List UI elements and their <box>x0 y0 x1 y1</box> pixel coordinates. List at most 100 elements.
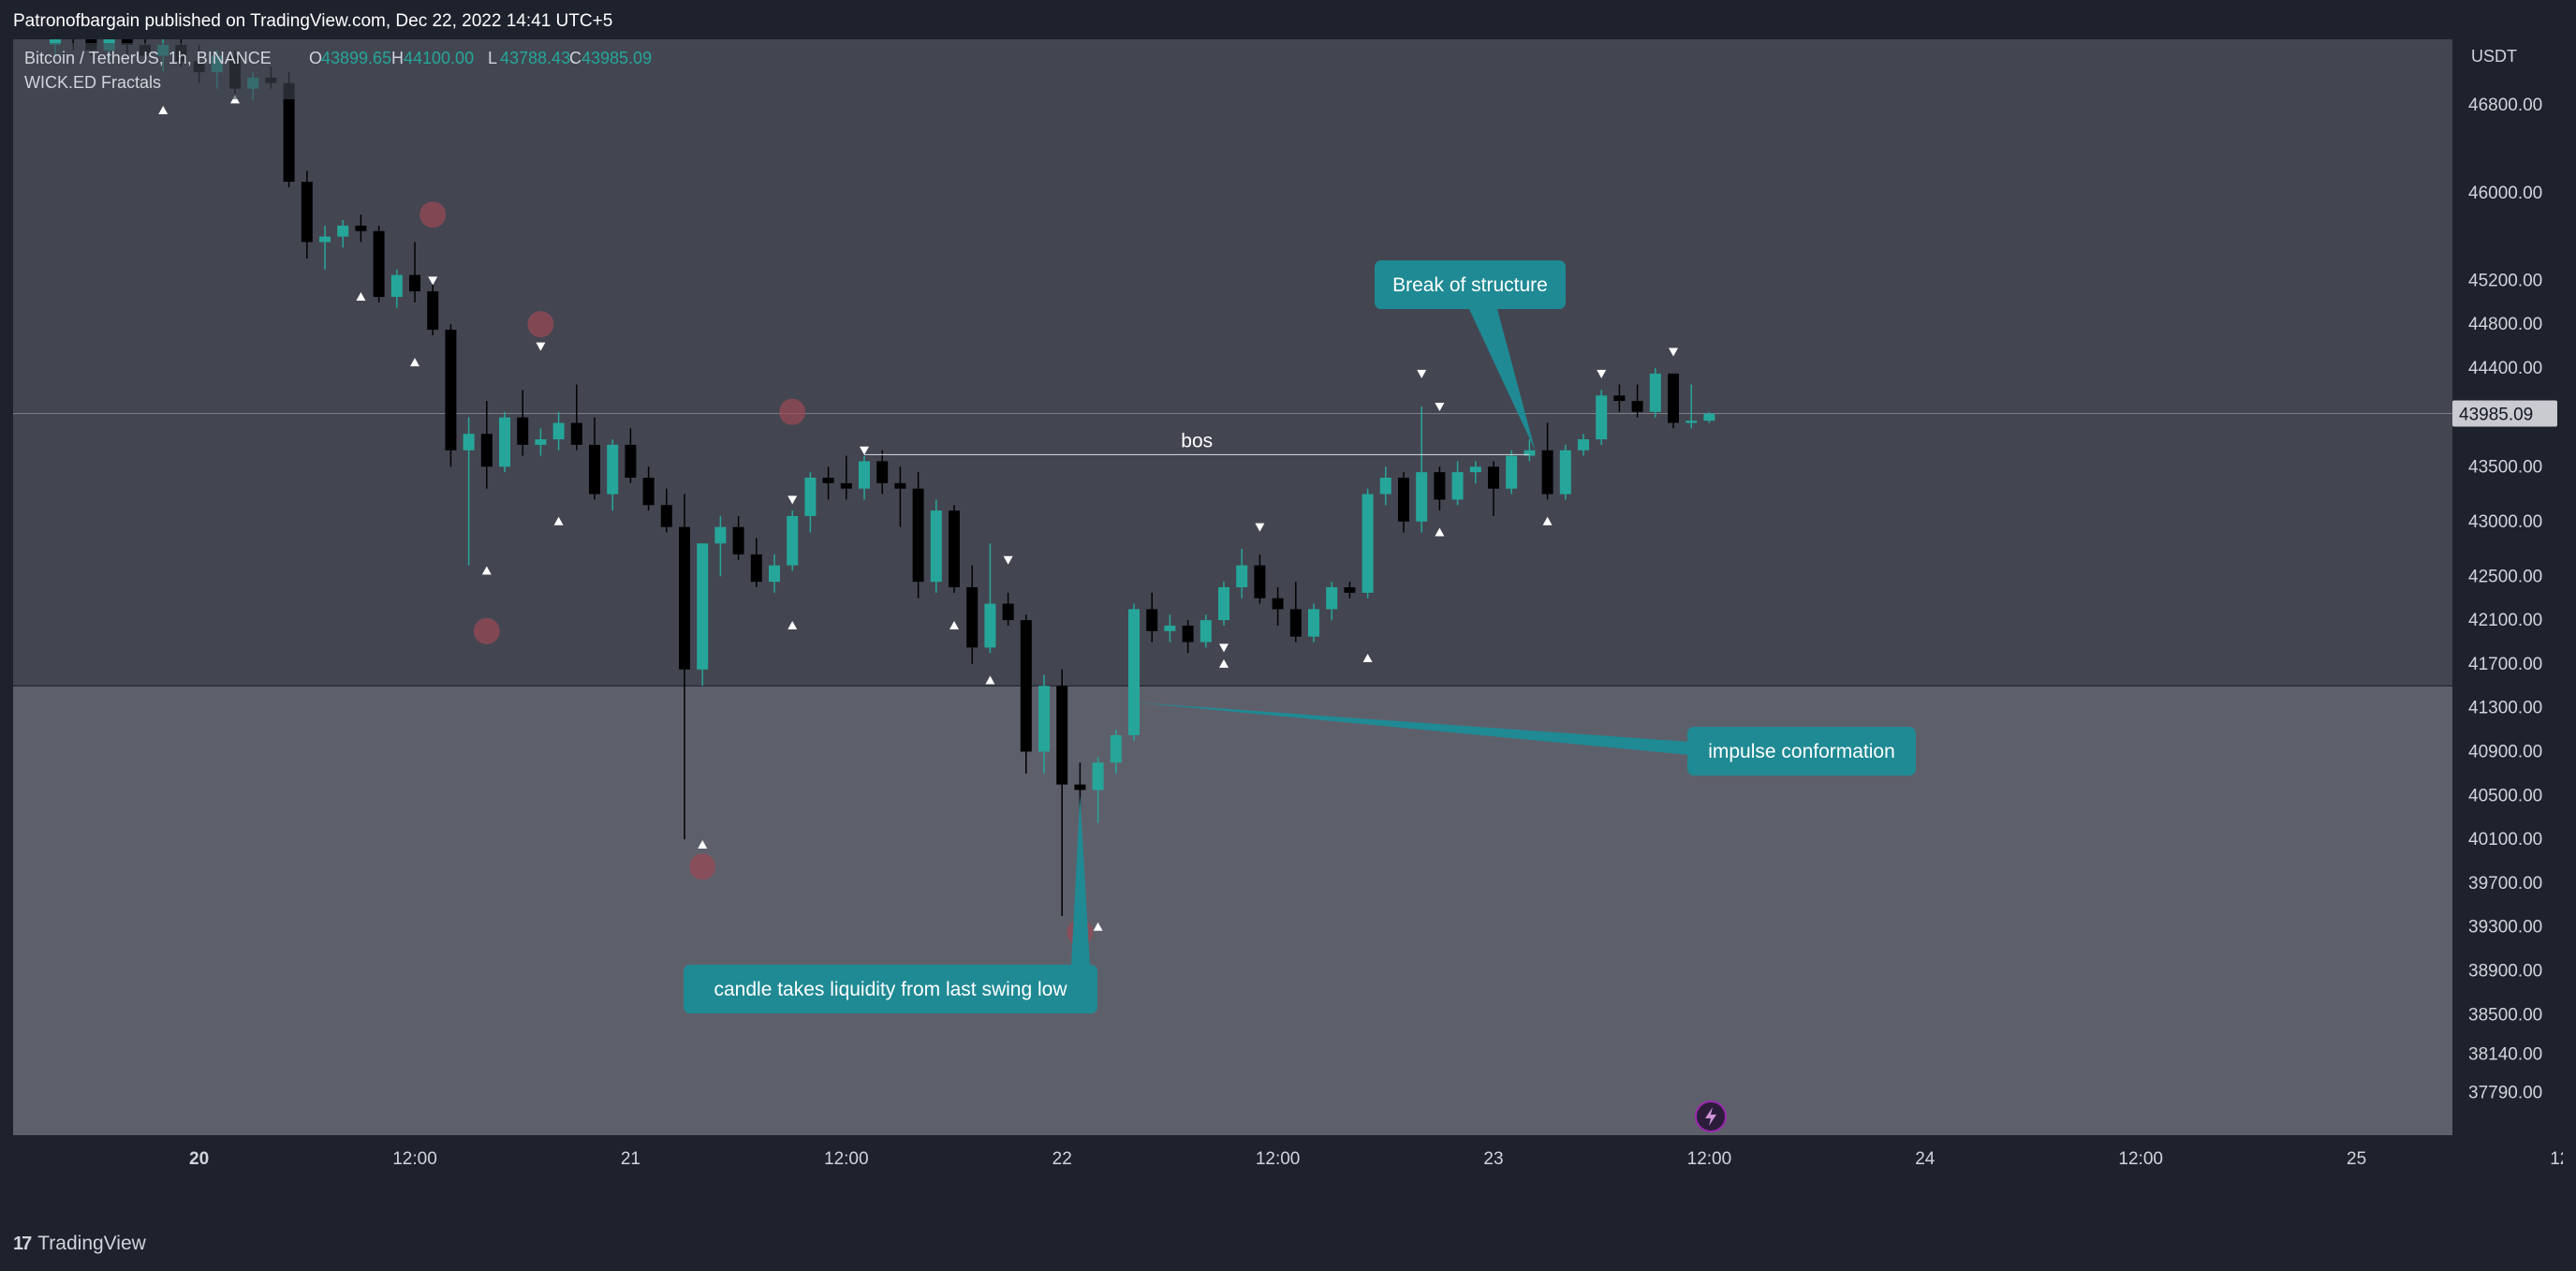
tradingview-logo[interactable]: 17 TradingView <box>13 1233 146 1255</box>
candlestick-chart[interactable]: USDT 46800.00 46000.00 45200.00 44800.00 4440… <box>13 39 2563 1180</box>
chart-area[interactable]: USDT 46800.00 46000.00 45200.00 44800.00 4440… <box>13 39 2563 1180</box>
candle-down <box>660 505 672 527</box>
fractal-low-marker <box>1219 658 1229 668</box>
fractal-dot <box>689 853 716 880</box>
candle-up <box>769 565 780 583</box>
candle-down <box>427 291 439 331</box>
candle-up <box>1559 450 1571 495</box>
candle-down <box>1631 401 1643 412</box>
candle-up <box>50 39 61 45</box>
candle-up <box>1362 494 1374 593</box>
price-tick-label: 46000.00 <box>2468 184 2542 203</box>
break-of-structure-callout-pointer <box>1469 309 1536 451</box>
legend-c-label: C <box>569 49 581 67</box>
candle-up <box>1092 762 1104 791</box>
candle-up <box>1649 373 1661 412</box>
time-tick-label: 23 <box>1483 1149 1503 1169</box>
legend-symbol: Bitcoin / TetherUS, 1h, BINANCE <box>24 49 272 67</box>
candle-down <box>1398 478 1409 522</box>
fractal-low-marker <box>1093 922 1103 931</box>
candle-down <box>589 444 600 495</box>
candle-up <box>1703 413 1715 421</box>
candle-up <box>859 461 870 489</box>
candle-up <box>1469 466 1481 473</box>
candle-down <box>840 482 852 489</box>
candle-up <box>984 603 996 648</box>
candle-up <box>535 439 547 445</box>
price-tick-label: 43000.00 <box>2468 512 2542 532</box>
candle-down <box>445 330 457 451</box>
fractal-low-marker <box>788 620 798 629</box>
candle-down <box>301 182 313 243</box>
legend-o-label: O <box>309 49 322 67</box>
footer-bar: 17 TradingView <box>0 1219 2576 1271</box>
time-tick-label: 12:00 <box>1687 1149 1732 1169</box>
candle-up <box>1218 587 1229 621</box>
candle-down <box>949 510 960 587</box>
price-tick-label: 41300.00 <box>2468 699 2542 718</box>
candle-down <box>1254 565 1266 599</box>
price-tick-label: 44400.00 <box>2468 359 2542 378</box>
candle-down <box>480 434 493 467</box>
legend-c-value: 43985.09 <box>581 49 652 67</box>
candle-down <box>966 587 979 648</box>
price-tick-label: 43500.00 <box>2468 457 2542 477</box>
candle-down <box>409 274 420 292</box>
fractal-high-marker <box>536 342 546 351</box>
candle-up <box>607 444 619 495</box>
candle-down <box>1020 620 1032 752</box>
candle-up <box>1308 609 1319 637</box>
fractal-dot <box>527 311 554 338</box>
fractal-high-marker <box>860 446 869 455</box>
candle-up <box>1110 734 1122 763</box>
candle-up <box>787 515 799 566</box>
impulse-conformation-callout-label: impulse conformation <box>1708 741 1895 762</box>
candle-down <box>679 526 690 670</box>
candle-down <box>750 554 762 583</box>
fractal-low-marker <box>553 516 564 525</box>
fractal-dot <box>420 201 447 229</box>
candle-down <box>1182 625 1194 643</box>
price-tick-label: 42500.00 <box>2468 567 2542 586</box>
time-tick-label: 25 <box>2347 1149 2366 1169</box>
time-tick-label: 20 <box>189 1149 209 1169</box>
candle-down <box>1434 472 1446 500</box>
candle-up <box>499 417 510 467</box>
fractal-low-marker <box>698 839 708 849</box>
candle-down <box>1272 598 1284 610</box>
candle-up <box>337 225 349 237</box>
candle-up <box>1038 686 1050 752</box>
candle-down <box>1344 587 1356 593</box>
candle-up <box>804 478 817 516</box>
price-tick-label: 41700.00 <box>2468 655 2542 674</box>
candle-up <box>1451 472 1464 500</box>
legend-l-label: L <box>488 49 497 67</box>
price-tick-label: 40900.00 <box>2468 743 2542 762</box>
time-axis <box>13 1135 2563 1180</box>
price-tick-label: 40100.00 <box>2468 830 2542 850</box>
candle-up <box>463 434 475 451</box>
candle-up <box>1379 478 1391 495</box>
impulse-conformation-callout-pointer <box>1134 702 1689 755</box>
candle-up <box>1200 620 1212 643</box>
last-price-tag-label: 43985.09 <box>2459 406 2533 425</box>
fractal-high-marker <box>1255 523 1265 532</box>
candle-down <box>283 82 295 183</box>
fractal-low-marker <box>949 620 959 629</box>
candle-up <box>1596 395 1608 440</box>
price-tick-label: 40500.00 <box>2468 786 2542 805</box>
legend-h-value: 44100.00 <box>404 49 474 67</box>
lightning-icon <box>1705 1107 1716 1126</box>
bos-label: bos <box>1181 430 1213 451</box>
candle-down <box>625 444 637 478</box>
liquidity-callout-pointer <box>1071 795 1090 967</box>
legend-l-value: 43788.43 <box>500 49 570 67</box>
candle-down <box>1002 603 1014 621</box>
fractal-high-marker <box>1417 369 1427 378</box>
candle-up <box>1685 421 1698 423</box>
price-tick-label: 46800.00 <box>2468 96 2542 115</box>
publish-header: Patronofbargain published on TradingView… <box>0 0 2576 41</box>
legend-background <box>13 43 687 99</box>
candle-up <box>390 274 403 297</box>
break-of-structure-callout-label: Break of structure <box>1392 274 1548 296</box>
